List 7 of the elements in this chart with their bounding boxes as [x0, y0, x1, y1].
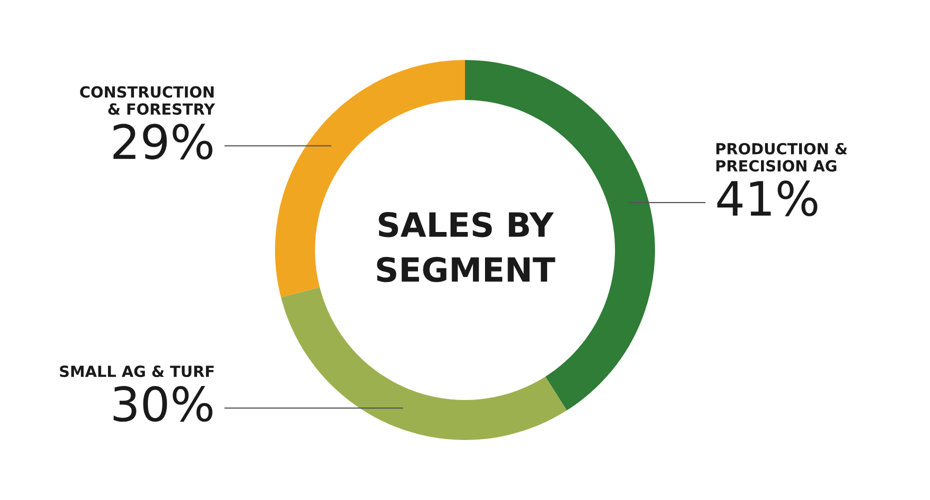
data-label: 41%	[717, 180, 818, 216]
text: SALES BY SEGMENT	[377, 212, 556, 282]
slice-label: CONSTRUCTION & FORESTRY	[80, 86, 216, 115]
slice-label: SMALL AG & TURF	[60, 366, 214, 378]
data-label: 29%	[114, 124, 212, 160]
data-label: 30%	[114, 386, 212, 422]
slice-label: PRODUCTION & PRECISION AG	[716, 142, 848, 172]
